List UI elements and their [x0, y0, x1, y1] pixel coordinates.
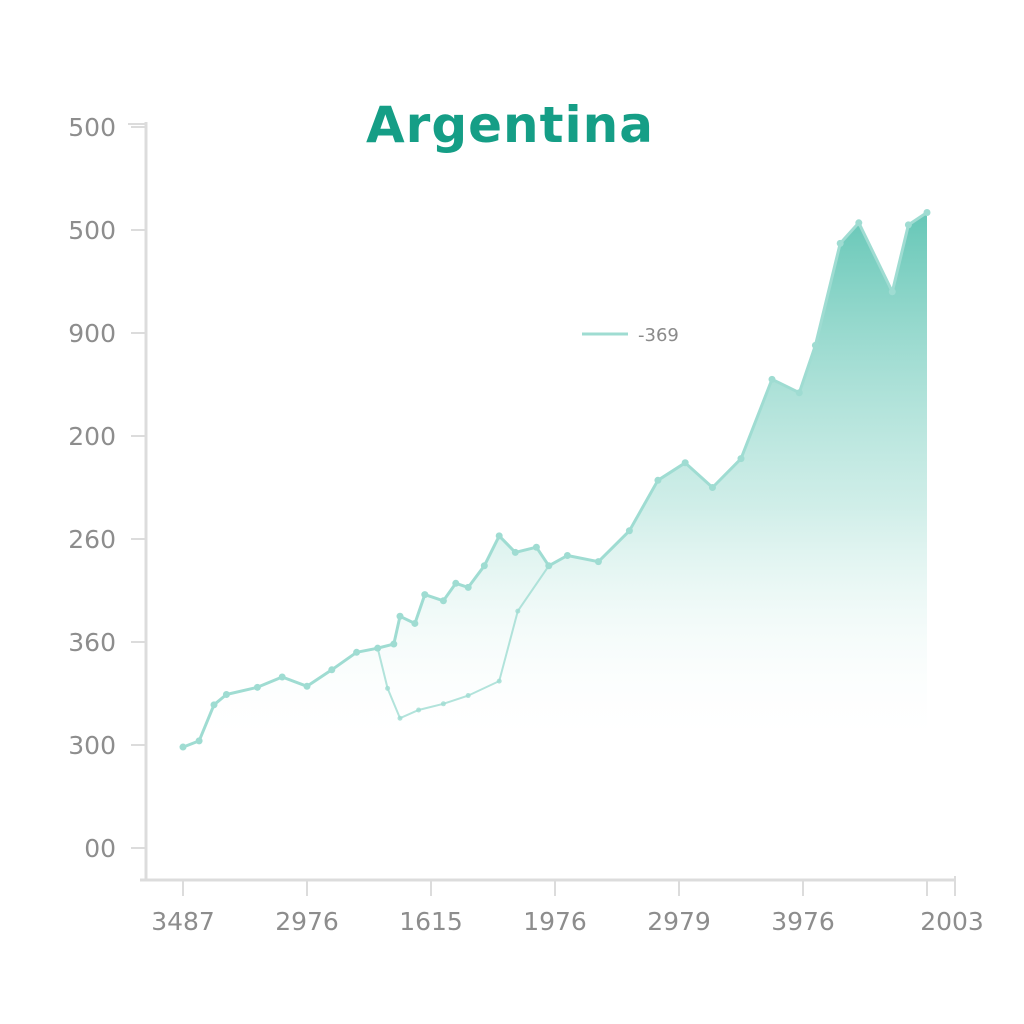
data-point: [353, 648, 361, 656]
data-point-secondary: [416, 707, 422, 713]
data-point: [737, 455, 745, 463]
y-tick-label: 200: [68, 422, 116, 451]
data-point-secondary: [385, 685, 391, 691]
data-point: [253, 683, 261, 691]
data-point-secondary: [440, 701, 446, 707]
data-point: [464, 583, 472, 591]
data-point: [480, 562, 488, 570]
data-point: [303, 682, 311, 690]
legend: -369: [582, 325, 679, 346]
y-tick-label: 260: [68, 525, 116, 554]
data-point: [795, 389, 803, 397]
data-point: [594, 558, 602, 566]
x-tick-label: 2976: [275, 907, 339, 936]
x-tick-label: 3976: [771, 907, 835, 936]
legend-label: -369: [638, 325, 679, 346]
x-tick-label: 1615: [399, 907, 463, 936]
data-point: [328, 666, 336, 674]
data-point: [654, 476, 662, 484]
data-point: [495, 532, 503, 540]
y-tick-label: 500: [68, 113, 116, 142]
y-tick-label: 900: [68, 319, 116, 348]
data-point-secondary: [375, 645, 381, 651]
data-point: [888, 288, 896, 296]
data-point: [811, 341, 819, 349]
data-point: [411, 619, 419, 627]
series-area-fill: [183, 212, 927, 748]
y-tick-label: 00: [84, 834, 116, 863]
area-layer: [179, 208, 931, 751]
data-point: [511, 548, 519, 556]
data-point: [836, 239, 844, 247]
x-tick-label: 2003: [920, 907, 984, 936]
data-point: [390, 640, 398, 648]
data-point: [768, 375, 776, 383]
data-point: [923, 208, 931, 216]
data-point-secondary: [397, 715, 403, 721]
data-point: [625, 527, 633, 535]
axes: [128, 122, 956, 896]
y-tick-label: 360: [68, 628, 116, 657]
data-point-secondary: [465, 693, 471, 699]
x-tick-label: 3487: [151, 907, 215, 936]
data-point: [532, 543, 540, 551]
data-point: [210, 701, 218, 709]
data-point: [195, 737, 203, 745]
data-point: [904, 221, 912, 229]
data-point: [855, 219, 863, 227]
y-tick-label: 500: [68, 216, 116, 245]
data-point: [452, 579, 460, 587]
data-point: [421, 591, 429, 599]
chart-title: Argentina: [366, 96, 654, 154]
x-tick-label: 2979: [647, 907, 711, 936]
data-point-secondary: [546, 563, 552, 569]
data-point: [708, 484, 716, 491]
data-point: [396, 612, 404, 620]
x-tick-label: 1976: [523, 907, 587, 936]
data-point: [681, 459, 689, 467]
data-point: [439, 597, 447, 605]
data-point-secondary: [515, 608, 521, 614]
y-tick-label: 300: [68, 731, 116, 760]
data-point: [179, 743, 187, 751]
tick-labels: 500 500 900 200 260 360 300 00 3487 2976 1615 1976 2…: [68, 113, 984, 936]
data-point: [278, 673, 286, 681]
data-point: [563, 551, 571, 559]
data-point-secondary: [496, 678, 502, 684]
data-point: [222, 691, 230, 699]
